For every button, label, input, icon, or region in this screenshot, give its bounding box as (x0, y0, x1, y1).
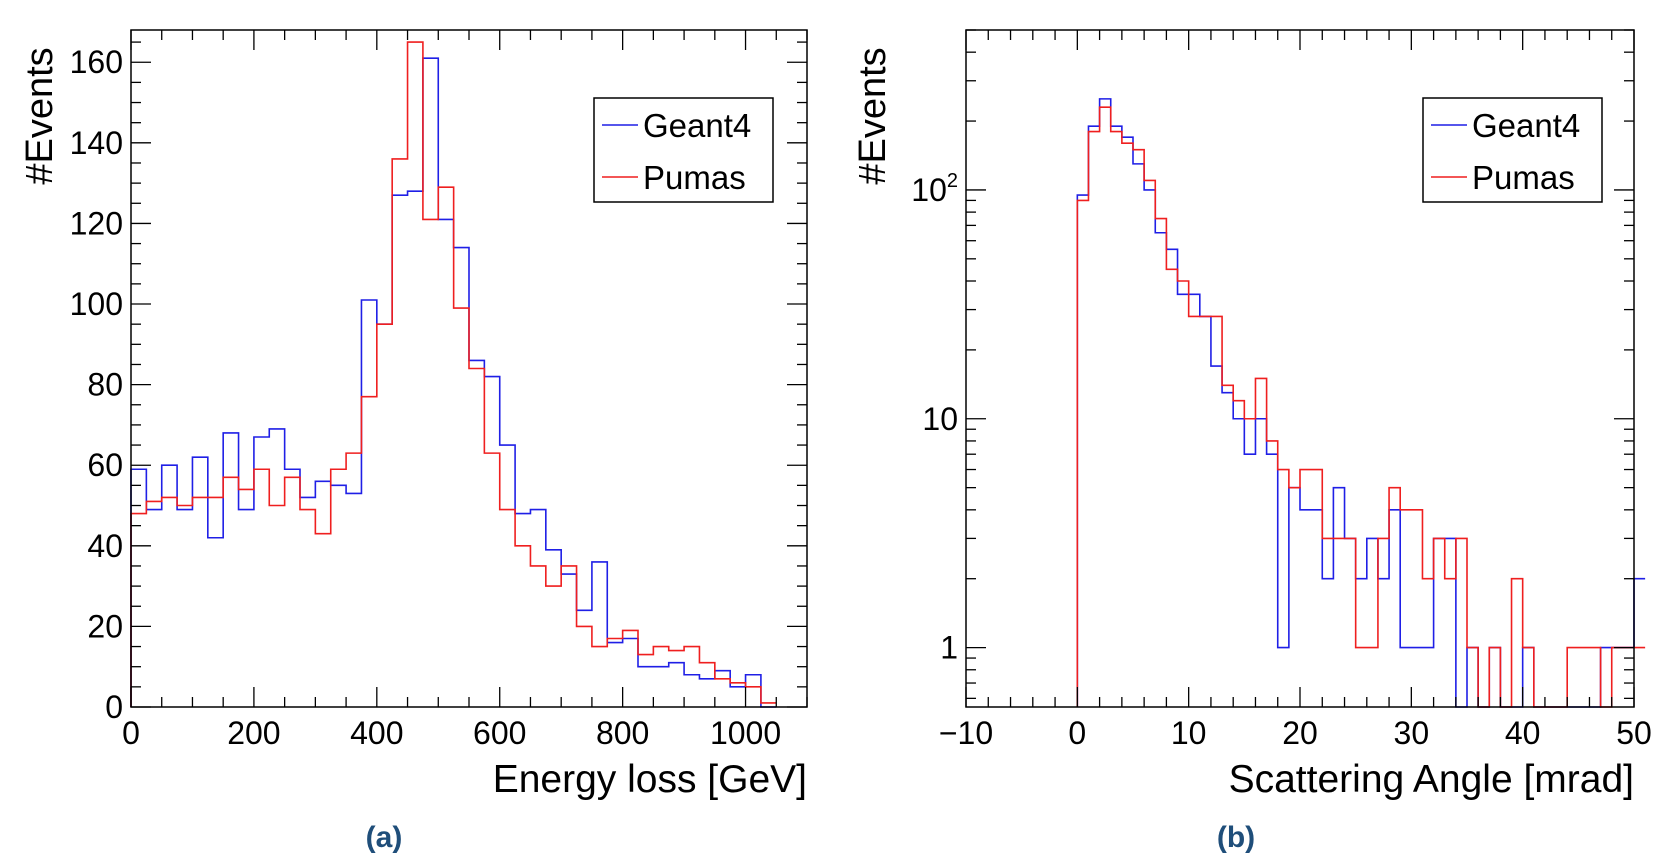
legend-geant4-label: Geant4 (1472, 107, 1580, 144)
energy-loss-histograms (130, 41, 777, 708)
x-tick-label: 1000 (710, 715, 781, 751)
x-tick-label: 40 (1505, 715, 1541, 751)
y-tick-label: 100 (70, 286, 123, 322)
panel-b-caption: (b) (1217, 821, 1255, 854)
energy-loss-geant4-histogram (130, 57, 777, 708)
energy-loss-x-axis-label: Energy loss [GeV] (493, 758, 807, 801)
x-tick-label: 200 (227, 715, 280, 751)
scattering-angle-axes: −10 0 10 20 30 40 50 1 10 102 (911, 29, 1652, 751)
y-tick-label: 80 (87, 367, 123, 403)
legend-pumas-label: Pumas (643, 159, 746, 196)
x-tick-label: 20 (1282, 715, 1318, 751)
energy-loss-y-axis-label: #Events (19, 47, 61, 184)
legend-geant4-label: Geant4 (643, 107, 751, 144)
y-tick-label: 20 (87, 608, 123, 644)
y-tick-label: 1 (940, 630, 958, 666)
x-tick-label: 0 (122, 715, 140, 751)
y-tick-label: 10 (922, 401, 958, 437)
legend-box (1422, 97, 1603, 203)
x-tick-label: 600 (473, 715, 526, 751)
y-tick-label: 102 (911, 170, 958, 208)
scattering-angle-panel: −10 0 10 20 30 40 50 1 10 102 #Events Scattering … (852, 29, 1652, 854)
y-tick-label: 40 (87, 528, 123, 564)
y-tick-label: 160 (70, 44, 123, 80)
scattering-angle-pumas-histogram (1076, 106, 1646, 708)
x-tick-label: 50 (1616, 715, 1652, 751)
x-tick-label: 800 (596, 715, 649, 751)
energy-loss-axes: 0 200 400 600 800 1000 0 20 40 60 80 100 120 140 160 (70, 30, 808, 751)
scattering-angle-y-axis-label: #Events (852, 47, 894, 184)
x-tick-label: −10 (939, 715, 993, 751)
legend-pumas-label: Pumas (1472, 159, 1575, 196)
y-tick-label: 140 (70, 125, 123, 161)
panel-a-caption: (a) (366, 821, 403, 854)
energy-loss-panel: 0 200 400 600 800 1000 0 20 40 60 80 100 120 140 160 #… (19, 29, 808, 854)
scattering-angle-x-axis-label: Scattering Angle [mrad] (1229, 758, 1634, 801)
x-tick-label: 0 (1068, 715, 1086, 751)
y-tick-label: 120 (70, 205, 123, 241)
x-tick-label: 400 (350, 715, 403, 751)
x-tick-label: 10 (1171, 715, 1207, 751)
y-tick-label: 0 (105, 689, 123, 725)
energy-loss-legend: Geant4 Pumas (593, 97, 774, 203)
energy-loss-pumas-histogram (130, 41, 777, 707)
x-tick-label: 30 (1394, 715, 1430, 751)
scattering-angle-legend: Geant4 Pumas (1422, 97, 1603, 203)
y-tick-label: 60 (87, 447, 123, 483)
legend-box (593, 97, 774, 203)
